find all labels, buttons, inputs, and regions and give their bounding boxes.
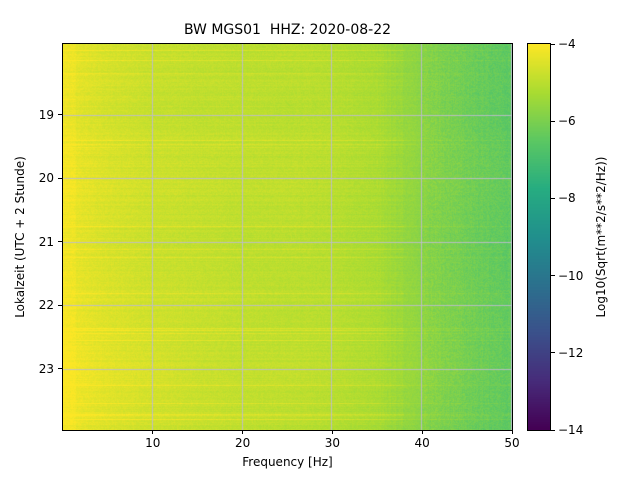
- colorbar-tick-mark: [551, 275, 555, 277]
- x-tick-label: 30: [324, 436, 341, 450]
- x-tick-label: 40: [414, 436, 430, 450]
- x-tick-mark: [331, 430, 333, 434]
- colorbar-tick-mark: [551, 352, 555, 354]
- y-tick-label: 22: [38, 298, 54, 313]
- y-tick-label: 19: [38, 107, 54, 122]
- colorbar-tick-label: −8: [558, 191, 576, 206]
- x-tick-mark: [242, 430, 244, 434]
- x-axis-label: Frequency [Hz]: [242, 455, 333, 469]
- y-tick-label: 21: [38, 234, 54, 249]
- x-tick-mark: [421, 430, 423, 434]
- x-tick-label: 10: [145, 436, 161, 450]
- x-tick-mark: [511, 430, 513, 434]
- x-tick-mark: [152, 430, 154, 434]
- colorbar: [527, 43, 551, 431]
- chart-title: BW MGS01 HHZ: 2020-08-22: [183, 22, 392, 38]
- colorbar-tick-label: −12: [558, 345, 584, 360]
- x-tick-label: 20: [234, 436, 251, 450]
- colorbar-tick-mark: [551, 43, 555, 45]
- colorbar-label: Log10(Sqrt(m**2/s**2/Hz)): [594, 156, 608, 318]
- spectrogram-heatmap: [63, 44, 512, 430]
- y-tick-label: 23: [38, 361, 54, 376]
- colorbar-tick-label: −4: [558, 37, 576, 51]
- colorbar-tick-label: −10: [558, 268, 584, 283]
- y-tick-mark: [58, 304, 62, 306]
- plot-frame: [62, 43, 513, 431]
- y-tick-mark: [58, 114, 62, 116]
- colorbar-tick-mark: [551, 429, 555, 431]
- colorbar-tick-label: −6: [558, 114, 576, 129]
- x-tick-label: 50: [504, 436, 520, 450]
- colorbar-tick-mark: [551, 120, 555, 122]
- colorbar-tick-mark: [551, 197, 555, 199]
- y-tick-mark: [58, 368, 62, 370]
- colorbar-gradient: [528, 44, 550, 430]
- colorbar-tick-label: −14: [558, 423, 584, 437]
- y-tick-mark: [58, 241, 62, 243]
- y-tick-mark: [58, 177, 62, 179]
- y-tick-label: 20: [38, 171, 54, 186]
